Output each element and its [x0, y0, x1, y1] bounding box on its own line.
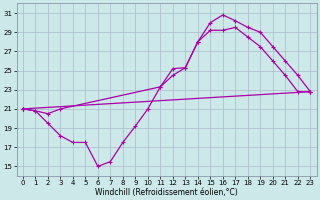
X-axis label: Windchill (Refroidissement éolien,°C): Windchill (Refroidissement éolien,°C): [95, 188, 238, 197]
